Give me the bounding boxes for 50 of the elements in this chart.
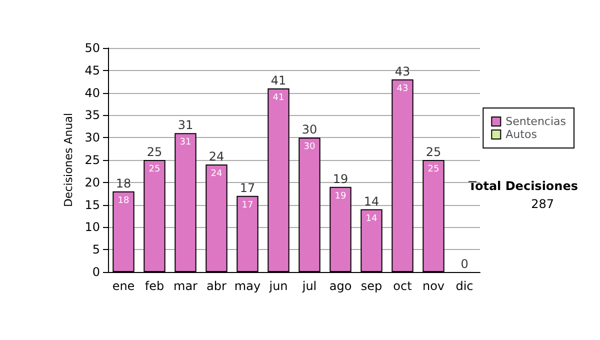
x-tick-label: jul [301,279,317,293]
x-tick-label: ene [112,279,135,293]
data-label: 24 [210,168,222,179]
total-label: 25 [146,145,162,159]
x-tick-label: jun [268,279,288,293]
total-label: 0 [460,257,468,271]
x-tick-label: mar [174,279,198,293]
y-axis-title: Decisiones Anual [62,112,75,208]
total-label: 31 [178,118,194,132]
y-tick-label: 0 [92,265,100,279]
total-label: 41 [270,73,286,88]
total-label: 43 [394,64,410,78]
y-tick-label: 25 [84,153,100,167]
x-tick-label: nov [422,279,445,293]
y-tick-label: 50 [84,41,100,55]
total-label: 14 [364,194,380,208]
data-label: 31 [180,138,192,148]
x-tick-label: oct [393,279,412,293]
y-tick-label: 30 [84,130,100,145]
y-tick-label: 10 [84,220,100,234]
data-label: 14 [366,214,378,224]
y-tick-label: 15 [84,198,100,212]
x-tick-label: sep [360,279,382,293]
y-tick-label: 40 [84,86,100,100]
legend-label: Autos [506,128,538,141]
total-label: 30 [302,122,318,137]
x-tick-label: ago [329,279,352,293]
data-label: 19 [334,191,346,202]
data-label: 25 [148,164,160,174]
data-label: 41 [272,92,284,103]
data-label: 18 [118,196,130,206]
y-tick-label: 5 [92,242,100,257]
y-tick-label: 35 [84,108,100,122]
y-tick-label: 20 [84,175,100,190]
x-tick-label: feb [144,279,164,293]
data-label: 25 [428,164,440,174]
x-tick-label: dic [456,279,474,293]
text: 287 [531,197,554,211]
data-label: 30 [304,142,316,152]
total-label: 25 [426,145,442,159]
total-label: 19 [332,172,348,186]
y-tick-label: 45 [84,63,100,78]
total-label: 24 [208,149,224,164]
total-label: 17 [240,180,256,195]
data-label: 43 [396,84,408,94]
x-tick-label: may [234,279,261,293]
legend-label: Sentencias [506,115,566,128]
data-label: 17 [242,200,254,210]
total-label: 18 [116,176,132,190]
x-tick-label: abr [206,279,227,293]
